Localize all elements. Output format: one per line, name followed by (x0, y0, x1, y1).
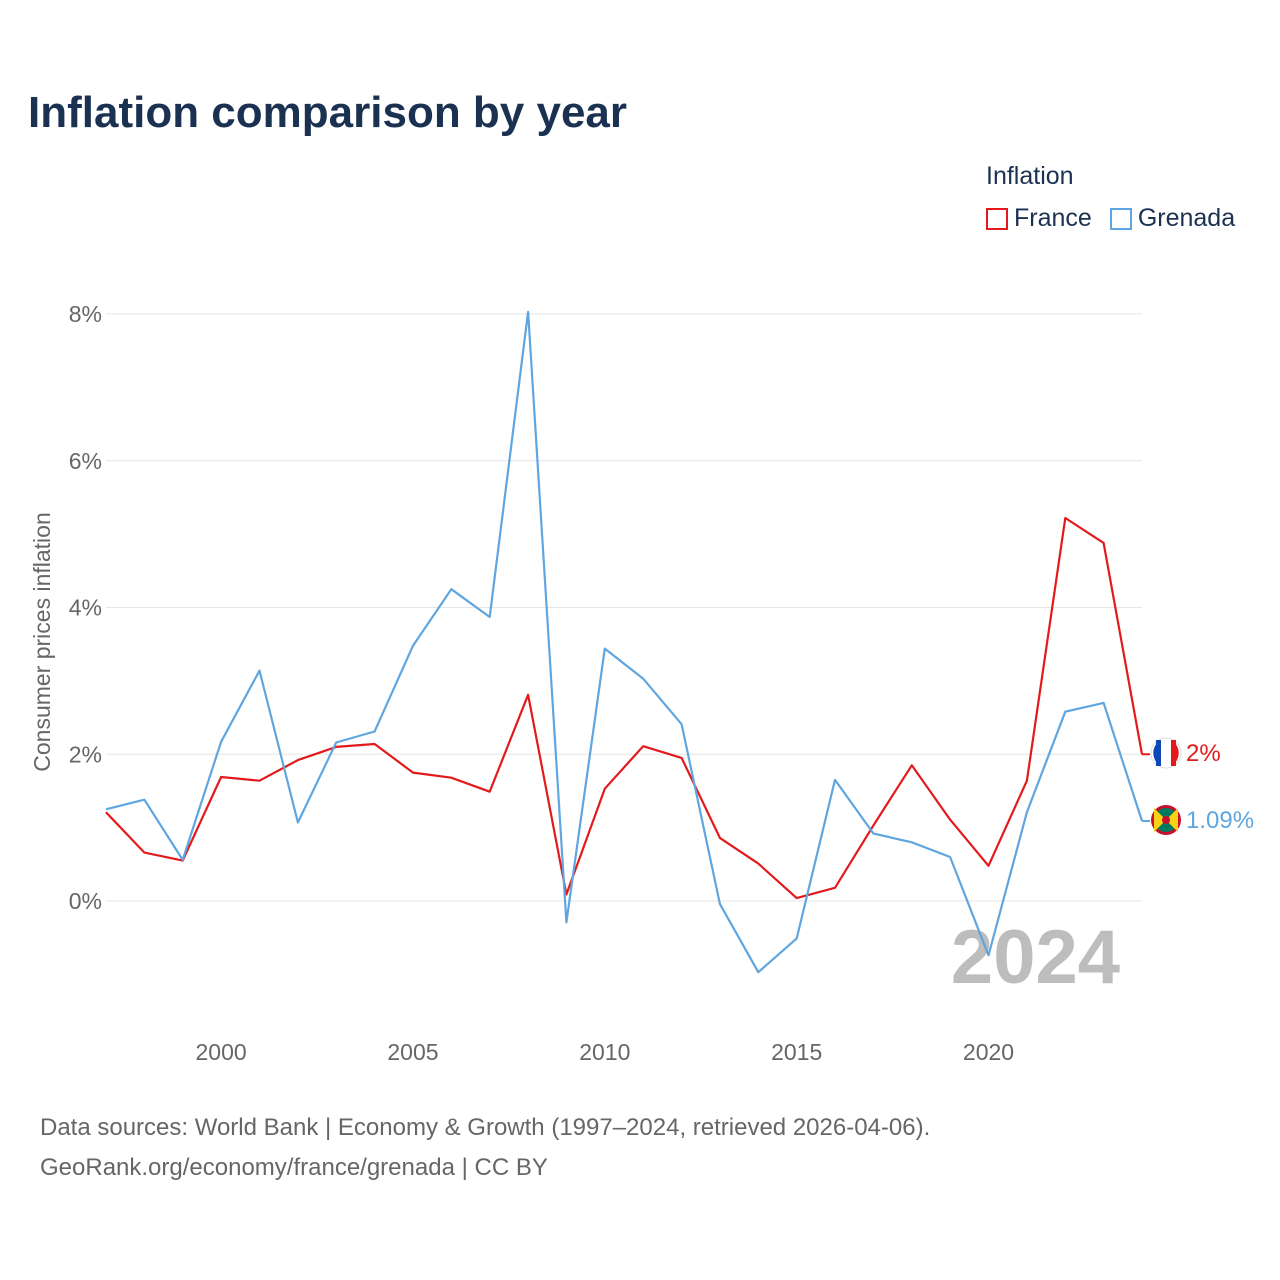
source-line-2[interactable]: GeoRank.org/economy/france/grenada | CC … (40, 1154, 548, 1181)
y-tick-label: 2% (69, 741, 102, 767)
y-axis-ticks: 0% 2% 4% 6% 8% (69, 301, 102, 914)
x-tick-label: 2010 (579, 1039, 630, 1065)
x-axis-ticks: 2000 2005 2010 2015 2020 (196, 1039, 1015, 1065)
legend: France Grenada (986, 204, 1235, 233)
x-tick-label: 2020 (963, 1039, 1014, 1065)
end-label-france: 2% (1186, 740, 1221, 767)
y-tick-label: 0% (69, 888, 102, 914)
series-lines (105, 310, 1150, 974)
current-year-label: 2024 (951, 915, 1120, 1000)
x-tick-label: 2005 (387, 1039, 438, 1065)
chart-title: Inflation comparison by year (28, 88, 628, 137)
end-labels: 2% 1.09% (1150, 737, 1254, 835)
y-tick-label: 4% (69, 595, 102, 621)
series-line-grenada[interactable] (105, 310, 1144, 974)
y-tick-label: 8% (69, 301, 102, 327)
legend-swatch-france (986, 207, 1008, 230)
source-note: Data sources: World Bank | Economy & Gro… (40, 1108, 930, 1188)
y-axis-label: Consumer prices inflation (29, 512, 55, 772)
x-tick-label: 2000 (196, 1039, 247, 1065)
end-label-grenada: 1.09% (1186, 807, 1254, 834)
grenada-flag-icon (1151, 805, 1181, 835)
legend-label-france: France (1014, 204, 1092, 232)
legend-item-france[interactable]: France (986, 204, 1092, 233)
source-line-1: Data sources: World Bank | Economy & Gro… (40, 1114, 931, 1141)
legend-label-grenada: Grenada (1137, 204, 1236, 232)
legend-item-grenada[interactable]: Grenada (1109, 204, 1236, 233)
y-tick-label: 6% (69, 448, 102, 474)
legend-swatch-grenada (1109, 207, 1132, 230)
grid-lines (106, 313, 1142, 902)
legend-title: Inflation (986, 162, 1074, 190)
france-flag-icon (1150, 737, 1182, 769)
series-line-france[interactable] (105, 516, 1144, 900)
x-tick-label: 2015 (771, 1039, 822, 1065)
